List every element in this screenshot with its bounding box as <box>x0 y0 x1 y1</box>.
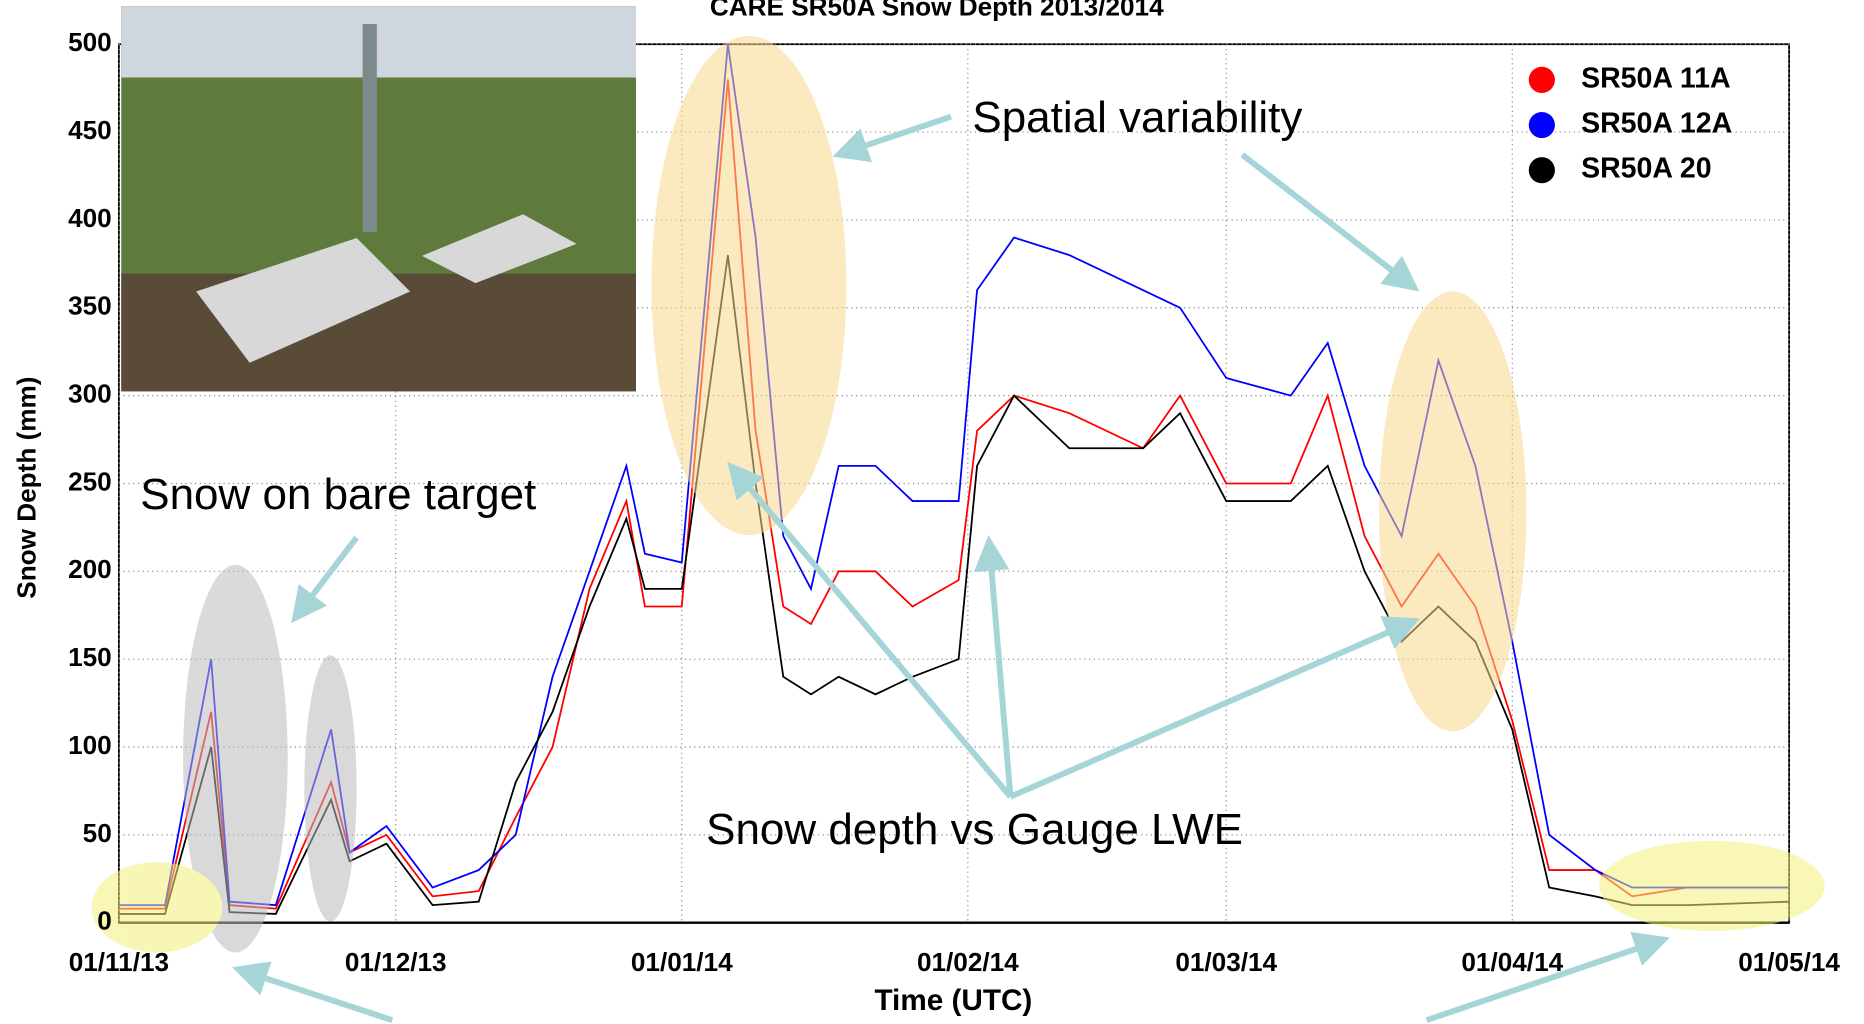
y-tick-label: 250 <box>68 466 112 496</box>
y-tick-label: 400 <box>68 203 112 233</box>
x-tick-label: 01/11/13 <box>69 947 169 977</box>
annotation: Spatial variability <box>972 93 1302 142</box>
annotation: Snow depth vs Gauge LWE <box>706 805 1243 854</box>
x-tick-label: 01/01/14 <box>631 947 733 977</box>
x-tick-label: 01/12/13 <box>345 947 447 977</box>
annotation: Snow on bare target <box>140 470 536 519</box>
legend-marker <box>1529 112 1555 138</box>
x-tick-label: 01/02/14 <box>917 947 1019 977</box>
chart-title: CARE SR50A Snow Depth 2013/2014 <box>710 0 1164 21</box>
legend-marker <box>1529 67 1555 93</box>
y-tick-label: 200 <box>68 554 112 584</box>
chart: CARE SR50A Snow Depth 2013/2014 Time (UT… <box>0 0 1864 1024</box>
y-tick-label: 150 <box>68 642 112 672</box>
highlight <box>1599 841 1825 931</box>
y-axis-label: Snow Depth (mm) <box>11 377 41 599</box>
photo-mast <box>363 24 377 232</box>
y-tick-label: 500 <box>68 27 112 57</box>
legend-label: SR50A 20 <box>1581 153 1712 185</box>
y-tick-label: 300 <box>68 379 112 409</box>
y-tick-label: 450 <box>68 115 112 145</box>
highlight <box>1379 291 1526 731</box>
legend-label: SR50A 11A <box>1581 62 1731 94</box>
highlight <box>304 655 356 921</box>
y-tick-label: 100 <box>68 730 112 760</box>
legend-marker <box>1529 157 1555 183</box>
y-tick-label: 350 <box>68 291 112 321</box>
y-tick-label: 0 <box>97 906 112 936</box>
photo-inset <box>121 6 636 391</box>
legend-label: SR50A 12A <box>1581 108 1732 140</box>
y-tick-label: 50 <box>83 818 112 848</box>
x-tick-label: 01/05/14 <box>1738 947 1840 977</box>
highlight <box>651 36 846 535</box>
x-axis-label: Time (UTC) <box>874 984 1032 1017</box>
x-tick-label: 01/03/14 <box>1175 947 1277 977</box>
x-tick-label: 01/04/14 <box>1461 947 1563 977</box>
photo-sky <box>121 6 636 77</box>
